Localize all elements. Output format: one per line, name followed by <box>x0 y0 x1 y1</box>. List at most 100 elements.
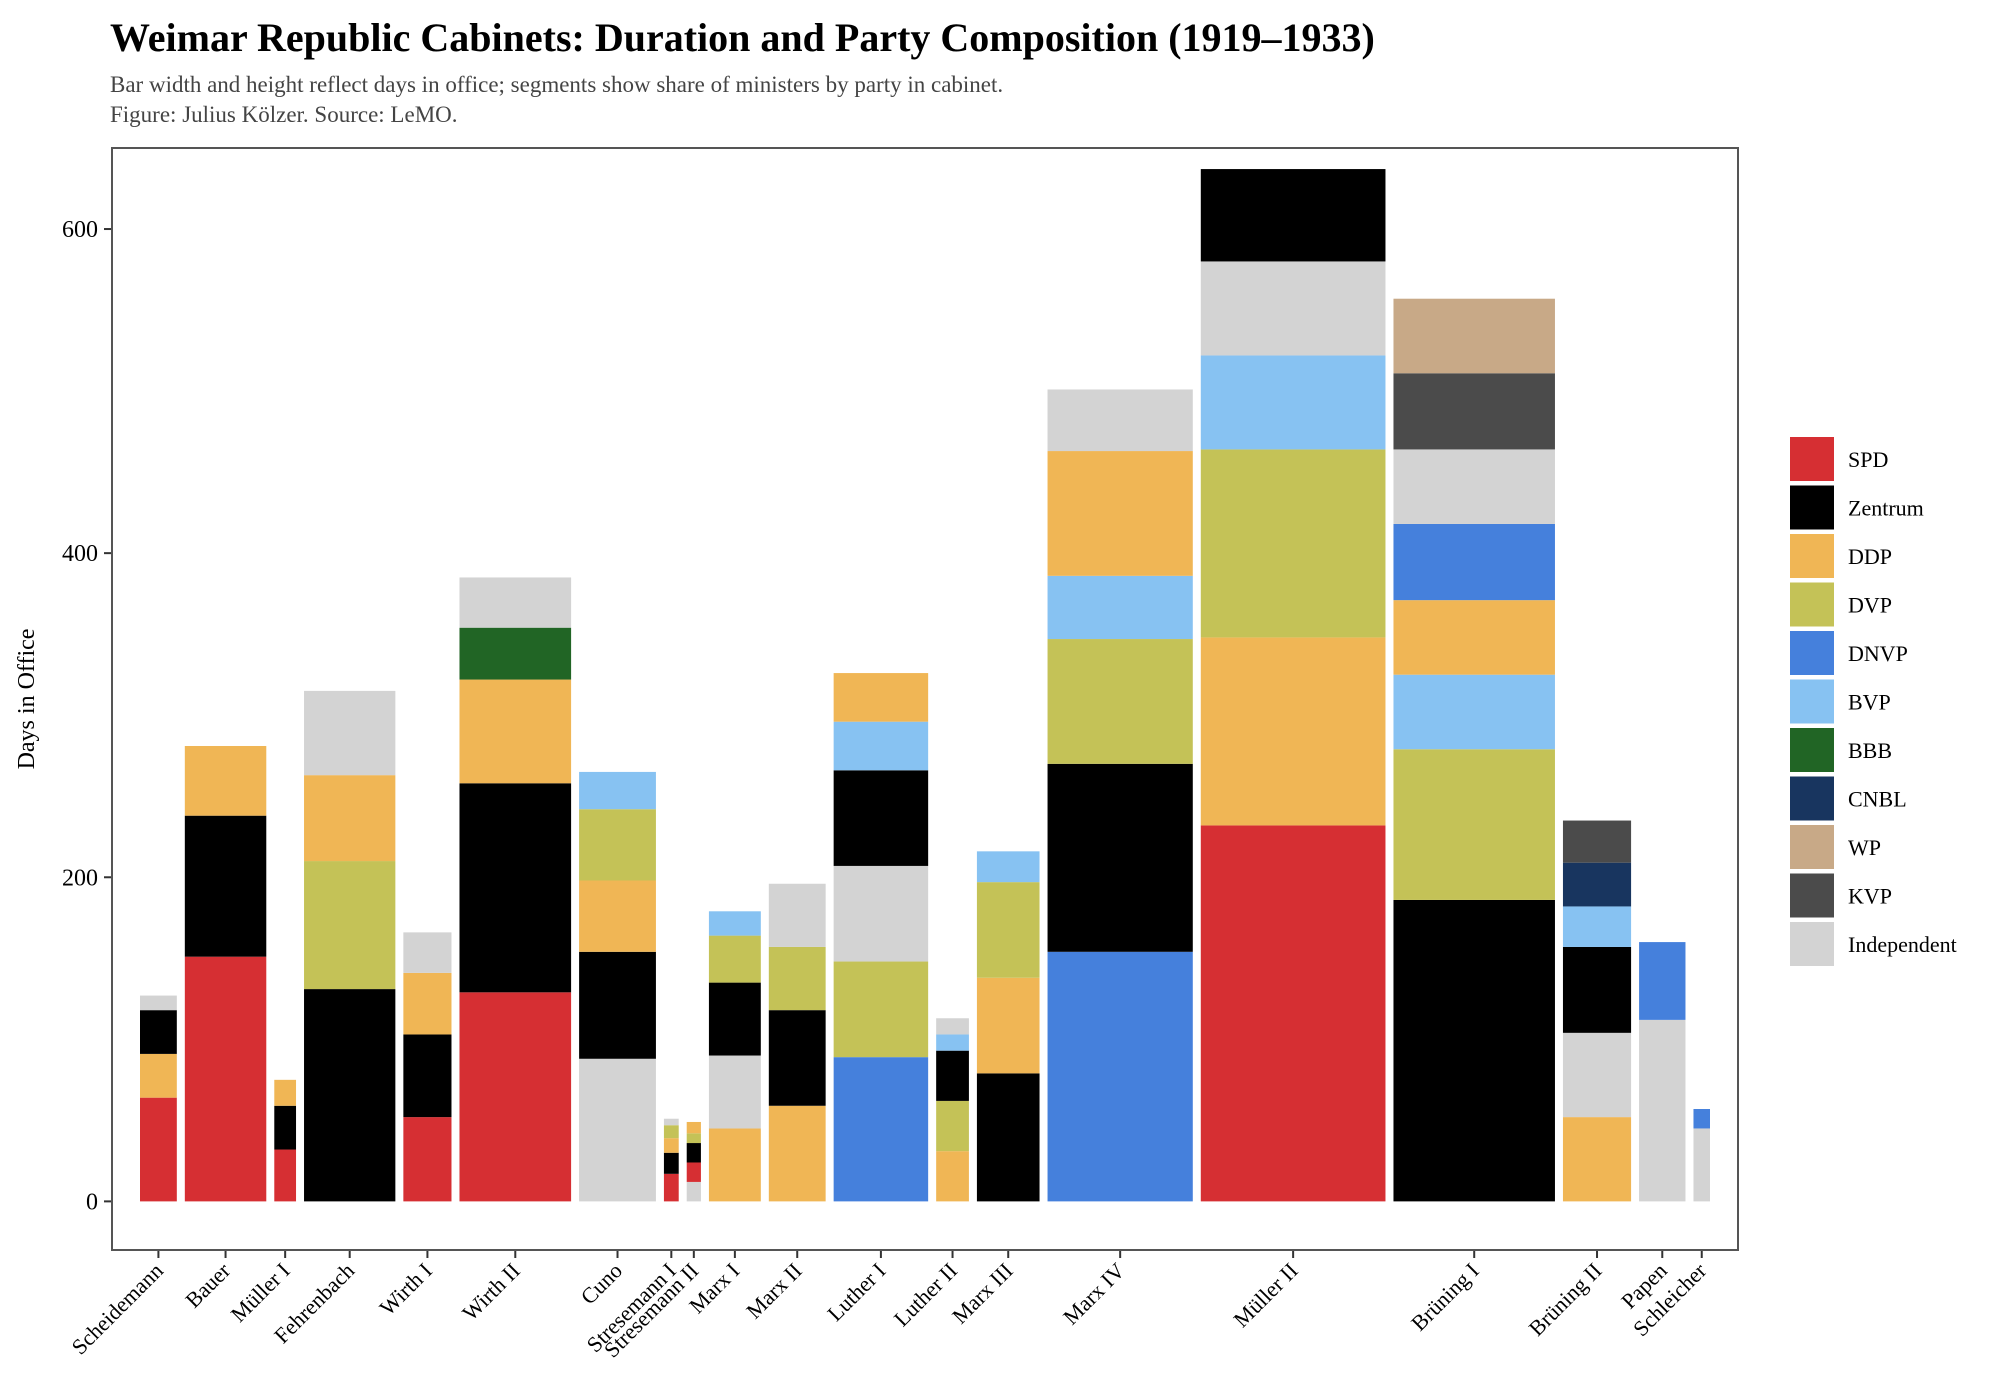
bar-segment-ddp <box>459 679 572 784</box>
cabinet-bar-18 <box>1639 942 1686 1202</box>
x-tick-label: Marx II <box>741 1258 807 1324</box>
bar-segment-spd <box>663 1173 679 1202</box>
bar-segment-bvp <box>1047 575 1193 640</box>
y-tick-label: 600 <box>62 217 98 243</box>
bar-segment-zentrum <box>459 783 572 993</box>
bar-segment-zentrum <box>686 1143 701 1163</box>
cabinet-bar-5 <box>459 577 572 1202</box>
cabinet-bar-3 <box>304 690 396 1202</box>
bar-segment-independent <box>140 995 177 1011</box>
y-axis-label: Days in Office <box>14 629 40 770</box>
x-tick-label: Brüning I <box>1406 1258 1484 1336</box>
legend-label-spd: SPD <box>1848 447 1888 472</box>
bar-segment-wp <box>1393 298 1555 374</box>
cabinet-bar-1 <box>184 745 267 1202</box>
legend-swatch-spd <box>1790 437 1834 481</box>
bar-segment-kvp <box>1562 820 1632 863</box>
bar-segment-kvp <box>1393 373 1555 450</box>
bar-segment-zentrum <box>833 770 929 866</box>
bar-segment-dnvp <box>1639 942 1686 1020</box>
bar-segment-dvp <box>1047 639 1193 764</box>
bar-segment-dvp <box>1393 749 1555 900</box>
y-tick-label: 0 <box>86 1189 98 1215</box>
bar-segment-ddp <box>936 1151 969 1202</box>
bar-segment-ddp <box>184 745 267 816</box>
bar-segment-independent <box>1393 449 1555 524</box>
cabinet-bar-19 <box>1693 1109 1710 1202</box>
legend-label-cnbl: CNBL <box>1848 787 1907 812</box>
bar-segment-zentrum <box>579 951 656 1059</box>
legend-label-wp: WP <box>1848 835 1881 860</box>
legend-swatch-dnvp <box>1790 631 1834 675</box>
bar-segment-ddp <box>768 1105 826 1202</box>
bar-segment-independent <box>768 883 826 947</box>
bar-segment-zentrum <box>304 989 396 1202</box>
bar-segment-independent <box>686 1181 701 1202</box>
cabinet-bar-16 <box>1393 298 1555 1202</box>
bar-segment-independent <box>1693 1128 1710 1202</box>
cabinet-bar-15 <box>1200 169 1386 1202</box>
bar-segment-spd <box>184 956 267 1202</box>
x-tick-label: Brüning II <box>1524 1258 1607 1341</box>
bar-segment-dvp <box>708 935 761 983</box>
bar-segment-dnvp <box>1393 523 1555 601</box>
legend-swatch-cnbl <box>1790 776 1834 821</box>
legend-swatch-zentrum <box>1790 485 1834 530</box>
cabinet-bar-2 <box>274 1079 297 1202</box>
x-tick-label: Scheidemann <box>66 1258 167 1359</box>
bar-segment-independent <box>936 1018 969 1035</box>
cabinet-bar-13 <box>976 851 1040 1202</box>
legend-swatch-kvp <box>1790 873 1834 918</box>
legend-label-dnvp: DNVP <box>1848 641 1908 666</box>
bar-segment-dvp <box>768 946 826 1011</box>
legend-swatch-bvp <box>1790 679 1834 724</box>
bar-segment-ddp <box>579 880 656 952</box>
y-tick-label: 200 <box>62 865 98 891</box>
bar-segment-bvp <box>833 721 929 771</box>
cabinet-bar-0 <box>140 995 177 1202</box>
caption-line: Figure: Julius Kölzer. Source: LeMO. <box>110 102 458 127</box>
bar-segment-dnvp <box>1693 1109 1710 1129</box>
bar-segment-ddp <box>1562 1117 1632 1202</box>
bar-segment-spd <box>140 1097 177 1202</box>
bar-segment-zentrum <box>140 1010 177 1054</box>
bar-segment-dvp <box>686 1133 701 1144</box>
plot-panel-border <box>111 147 1739 1251</box>
cabinet-bar-14 <box>1047 389 1193 1202</box>
cabinet-bar-11 <box>833 673 929 1202</box>
bar-segment-ddp <box>833 673 929 722</box>
bar-segment-dnvp <box>833 1057 929 1202</box>
legend-label-kvp: KVP <box>1848 884 1892 909</box>
x-tick-label: Müller II <box>1228 1258 1302 1332</box>
bar-segment-bvp <box>1200 355 1386 450</box>
bar-segment-ddp <box>1393 600 1555 675</box>
bar-segment-bvp <box>1562 906 1632 947</box>
bar-segment-ddp <box>663 1138 679 1153</box>
bar-segment-zentrum <box>184 815 267 957</box>
bar-segment-independent <box>708 1055 761 1129</box>
bar-segment-bvp <box>1393 674 1555 750</box>
bar-segment-dvp <box>833 961 929 1058</box>
bar-segment-ddp <box>1047 451 1193 576</box>
subtitle-line: Bar width and height reflect days in off… <box>110 72 1004 97</box>
bar-segment-zentrum <box>708 982 761 1056</box>
legend: SPD Zentrum DDP DVP DNVP BVP BBB CNBL WP KVP Indep… <box>1790 437 1957 966</box>
y-tick-label: 400 <box>62 541 98 567</box>
legend-label-bbb: BBB <box>1848 738 1892 763</box>
bar-segment-ddp <box>304 775 396 862</box>
bar-segment-zentrum <box>936 1050 969 1101</box>
legend-swatch-bbb <box>1790 728 1834 772</box>
bar-segment-ddp <box>686 1121 701 1134</box>
bar-segment-independent <box>1200 261 1386 356</box>
bar-segment-bvp <box>579 771 656 810</box>
bar-segment-zentrum <box>976 1073 1040 1202</box>
bar-segment-zentrum <box>1562 946 1632 1033</box>
bar-segment-dvp <box>579 809 656 881</box>
bar-segment-independent <box>304 690 396 776</box>
chart-title: Weimar Republic Cabinets: Duration and P… <box>110 15 1375 60</box>
bar-segment-ddp <box>274 1079 297 1106</box>
bar-segment-spd <box>1200 825 1386 1202</box>
chart-subtitle: Bar width and height reflect days in off… <box>110 70 1003 130</box>
